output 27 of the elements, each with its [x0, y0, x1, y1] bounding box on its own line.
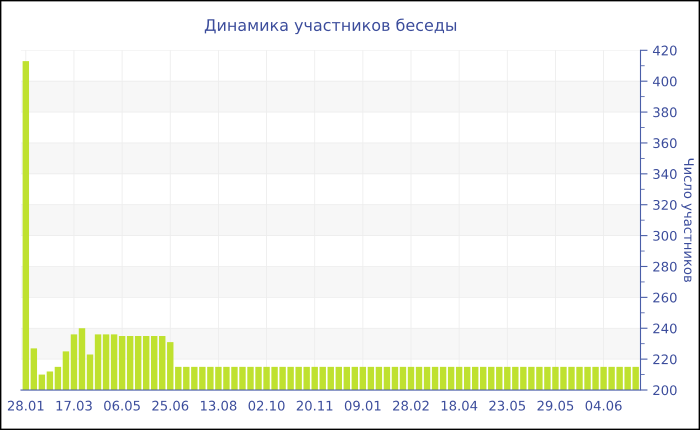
- x-tick-label: 04.06: [586, 400, 622, 411]
- y-tick-label: 340: [653, 169, 677, 180]
- x-tick-label: 09.01: [344, 400, 381, 411]
- x-tick-label: 06.05: [104, 400, 140, 411]
- y-axis-title: Число участников: [681, 158, 694, 282]
- x-tick-label: 18.04: [442, 400, 478, 411]
- y-tick-label: 200: [653, 385, 677, 396]
- y-tick-label: 300: [653, 230, 677, 241]
- x-tick-label: 28.02: [393, 400, 429, 411]
- x-tick-label: 28.01: [8, 400, 44, 411]
- x-tick-label: 29.05: [538, 400, 574, 411]
- y-tick-label: 380: [653, 107, 677, 118]
- x-tick-label: 13.08: [200, 400, 236, 411]
- y-tick-label: 360: [653, 138, 677, 148]
- chart-title: Динамика участников беседы: [204, 18, 456, 34]
- x-tick-label: 20.11: [296, 400, 332, 411]
- y-tick-label: 260: [653, 292, 677, 303]
- x-tick-label: 02.10: [248, 400, 285, 411]
- y-tick-label: 280: [653, 262, 677, 272]
- x-tick-label: 25.06: [152, 400, 188, 411]
- y-tick-label: 240: [653, 323, 677, 334]
- x-tick-label: 23.05: [489, 400, 526, 411]
- y-tick-label: 400: [652, 76, 677, 86]
- y-tick-label: 220: [653, 354, 677, 364]
- x-tick-label: 17.03: [56, 400, 92, 411]
- y-tick-label: 420: [652, 46, 677, 56]
- y-tick-label: 320: [653, 200, 677, 210]
